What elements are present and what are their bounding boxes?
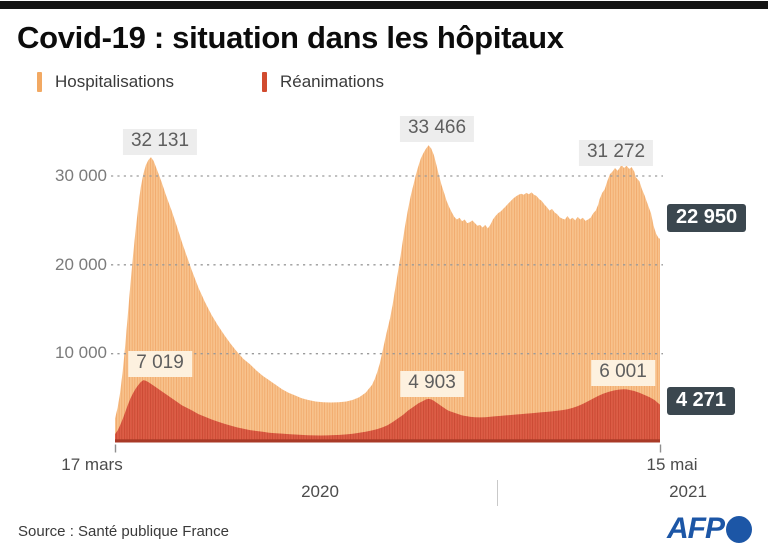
reanimations-area	[115, 380, 660, 443]
afp-logo-text: AFP	[667, 512, 725, 545]
legend-label-hospitalisations: Hospitalisations	[55, 72, 175, 91]
y-axis-label-20000: 20 000	[55, 255, 107, 274]
hospitalisations-area	[115, 145, 660, 443]
reanimations-swatch	[262, 72, 267, 92]
peak-label-hosp-wave3: 31 272	[578, 140, 654, 166]
x-axis-label-end: 15 mai	[646, 455, 698, 474]
reanimations-baseline-band	[115, 439, 660, 443]
peak-label-rea-wave1: 7 019	[128, 351, 192, 377]
year-label-2020: 2020	[301, 482, 339, 501]
peak-label-rea-wave2: 4 903	[400, 371, 464, 397]
top-bar	[0, 1, 768, 9]
legend-label-reanimations: Réanimations	[280, 72, 384, 91]
y-axis-label-10000: 10 000	[55, 343, 107, 362]
peak-label-hosp-wave2: 33 466	[399, 116, 475, 142]
y-axis-label-30000: 30 000	[55, 166, 107, 185]
peak-label-rea-wave3: 6 001	[591, 360, 655, 386]
legend-item-hospitalisations: Hospitalisations	[37, 72, 174, 92]
year-label-2021: 2021	[669, 482, 707, 501]
current-value-hospitalisations: 22 950	[667, 204, 747, 232]
year-divider	[497, 480, 498, 506]
afp-logo-circle	[726, 515, 752, 543]
current-value-reanimations: 4 271	[667, 387, 736, 415]
x-axis-label-start: 17 mars	[61, 455, 123, 474]
peak-label-hosp-wave1: 32 131	[122, 129, 198, 155]
source-text: Source : Santé publique France	[18, 523, 229, 540]
page-title: Covid-19 : situation dans les hôpitaux	[17, 20, 564, 55]
afp-logo: AFP	[650, 511, 752, 547]
hospitalisations-swatch	[37, 72, 42, 92]
legend-item-reanimations: Réanimations	[262, 72, 384, 92]
